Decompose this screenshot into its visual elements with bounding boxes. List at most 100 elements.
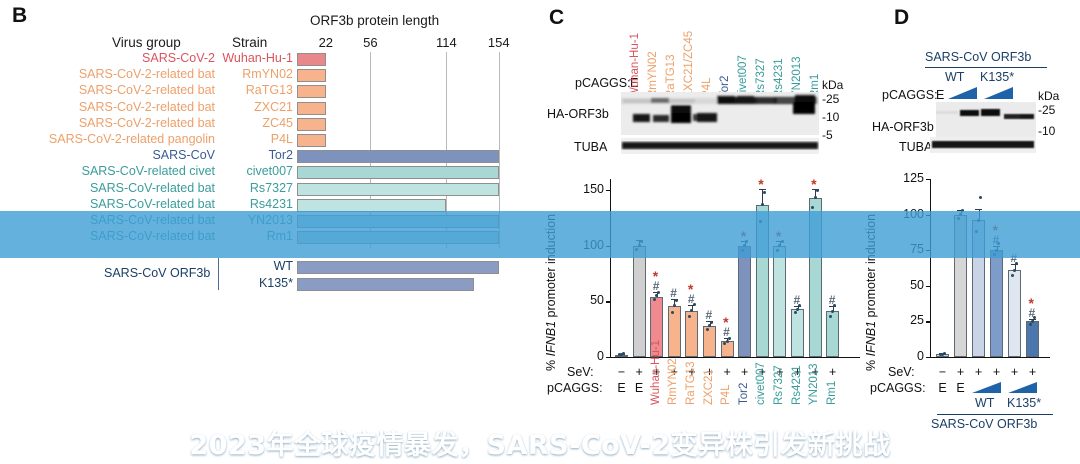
c-chart-sig-6-star: * (723, 314, 729, 331)
c-chart-datapoint-8-1 (760, 203, 764, 207)
c-chart-sev-value-11: + (811, 365, 819, 379)
c-chart-errorbar-3 (674, 299, 676, 306)
panel-c-blot-row-ha-orf3b: HA-ORF3b (547, 107, 609, 121)
c-chart-datapoint-0-0 (617, 353, 621, 357)
c-chart-datapoint-4-0 (688, 315, 692, 319)
panel-d-blot-header: SARS-CoV ORF3b (925, 50, 1032, 64)
c-chart-errorcap-12 (829, 305, 837, 307)
panel-b-row-group-3: SARS-CoV-2-related bat (78, 99, 215, 114)
c-chart-sig-6-hash: # (723, 325, 730, 340)
c-chart-errorcap-8 (758, 189, 766, 190)
c-chart-bar-4 (685, 311, 699, 357)
panel-c: C pCAGGS: E Wuhan-Hu-1 RmYN02 RaTG13 ZXC21/… (544, 0, 870, 464)
panel-b-row-strain-6: Tor2 (268, 148, 293, 163)
panel-b-gridline-56 (370, 52, 372, 248)
c-chart-errorcap-10 (794, 305, 801, 307)
panel-c-blot-pcaggs-label: pCAGGS: (575, 76, 631, 90)
c-chart-datapoint-12-2 (833, 304, 837, 308)
d-chart-x-axis (930, 357, 1050, 359)
panel-d-blot: SARS-CoV ORF3b WT K135* pCAGGS: E kDa HA… (870, 0, 1080, 165)
c-chart-sig-2-hash: # (652, 279, 660, 294)
c-chart-datapoint-6-0 (723, 342, 727, 346)
panel-d-wedge-k135-icon (984, 87, 1013, 99)
c-chart-datapoint-2-2 (657, 290, 661, 294)
d-chart-ytick-label-125: 125 (903, 171, 924, 185)
c-chart-sig-5-hash: # (705, 308, 713, 323)
panel-b-construct-strain-0: WT (273, 259, 293, 273)
panel-d-blot-image-tuba (930, 137, 1036, 153)
c-chart-sev-value-0: − (617, 365, 626, 379)
panel-c-blot-lane-3: ZXC21/ZC45 (683, 30, 695, 98)
panel-b-row-group-0: SARS-CoV-2 (142, 51, 215, 65)
d-chart-datapoint-4-2 (1015, 261, 1019, 265)
panel-b-row-bar-8 (297, 182, 499, 196)
d-chart-datapoint-0-2 (943, 351, 947, 355)
c-chart-datapoint-12-1 (831, 309, 835, 313)
panel-d-marker-25-text: 25 (1042, 103, 1056, 117)
c-chart-pcaggs-value-0: E (617, 381, 626, 395)
c-chart-sig-10-hash: # (793, 292, 801, 307)
panel-b-row-group-1: SARS-CoV-2-related bat (78, 67, 215, 82)
panel-b-row-strain-9: Rs4231 (249, 196, 293, 211)
c-chart-ytick-label-0: 0 (597, 349, 604, 363)
c-chart-errorbar-4 (691, 304, 693, 312)
c-chart-sev-value-5: + (705, 365, 714, 379)
c-chart-datapoint-10-0 (793, 311, 797, 314)
panel-c-blot: pCAGGS: E Wuhan-Hu-1 RmYN02 RaTG13 ZXC21/ZC… (545, 0, 870, 165)
c-chart-pcaggs-value-6: P4L (720, 384, 733, 405)
d-chart-datapoint-0-1 (941, 352, 944, 356)
panel-b-row-strain-0: Wuhan-Hu-1 (222, 51, 293, 65)
panel-b-tick-114: 114 (435, 35, 457, 50)
c-chart-sev-value-2: + (653, 365, 661, 379)
panel-c-blot-lane-1: RmYN02 (647, 51, 659, 98)
d-chart-datapoint-5-0 (1028, 322, 1032, 326)
c-chart-errorcap-11 (811, 189, 819, 190)
d-chart-ytick-125 (926, 179, 930, 181)
d-chart-datapoint-4-1 (1013, 268, 1016, 272)
d-chart-pcaggs-label: pCAGGS: (870, 381, 926, 395)
panel-d-barchart: 0255075100125% IFNB1 promoter induction#… (864, 165, 1080, 464)
panel-b-row-strain-1: RmYN02 (242, 67, 293, 82)
c-chart-pcaggs-value-1: E (634, 381, 644, 395)
d-chart-sev-label: SeV: (888, 365, 915, 379)
c-chart-errorcap-6 (723, 338, 731, 340)
c-chart-errorbar-11 (815, 189, 817, 198)
panel-d-wedge-wt-icon (948, 87, 977, 99)
c-chart-ytick-label-50: 50 (590, 293, 604, 308)
panel-b-row-strain-7: civet007 (246, 164, 293, 179)
c-chart-datapoint-0-1 (620, 353, 623, 357)
panel-b-bracket (218, 258, 219, 290)
panel-b-row-bar-3 (297, 101, 326, 115)
panel-b-row-strain-3: ZXC21 (254, 99, 293, 114)
panel-b-chart-title: ORF3b protein length (310, 13, 440, 28)
panel-b-row-strain-4: ZC45 (262, 115, 293, 130)
c-chart-bar-1 (632, 245, 646, 357)
d-chart-errorcap-2 (975, 208, 982, 210)
c-chart-datapoint-4-2 (692, 303, 696, 307)
d-chart-wedge-k135-icon (1008, 382, 1037, 393)
panel-b-col-strain: Strain (232, 35, 268, 50)
c-chart-bar-7 (738, 245, 752, 357)
c-chart-bar-12 (826, 311, 840, 357)
c-chart-pcaggs-value-4: RaTG13 (684, 361, 697, 405)
panel-b-row-bar-6 (297, 150, 499, 164)
c-chart-datapoint-0-2 (622, 352, 626, 356)
c-chart-ytick-0 (606, 357, 610, 359)
panel-c-letter: C (549, 6, 565, 29)
d-chart-datapoint-0-0 (938, 353, 942, 357)
c-chart-datapoint-3-2 (675, 298, 678, 302)
panel-b-bracket-label: SARS-CoV ORF3b (104, 266, 211, 280)
d-chart-pcaggs-value-1: E (956, 381, 965, 395)
panel-b-row-bar-1 (297, 69, 326, 83)
c-chart-sev-label: SeV: (567, 365, 594, 379)
panel-c-marker-25-text: 25 (826, 92, 840, 106)
c-chart-bar-9 (773, 245, 787, 357)
d-chart-bar-3 (990, 250, 1003, 357)
c-chart-ytick-label-150: 150 (583, 182, 604, 197)
panel-d-marker-25: -25 (1038, 103, 1056, 117)
panel-c-blot-image-tuba (621, 138, 819, 154)
d-chart-sig-4-hash: # (1010, 251, 1018, 266)
d-chart-bar-4 (1008, 270, 1021, 357)
c-chart-sig-12-hash: # (828, 292, 836, 307)
